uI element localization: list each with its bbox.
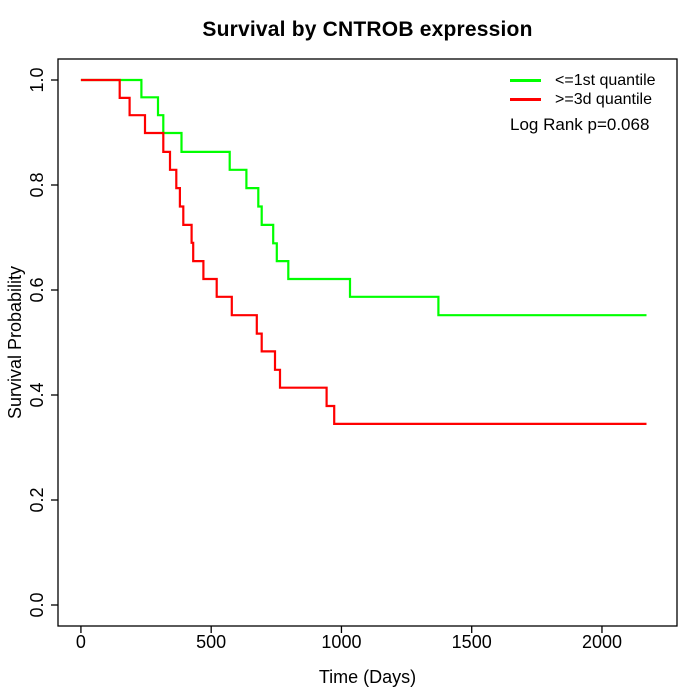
km-curve-low-expression [80,78,647,317]
km-curve-high-expression [80,78,647,425]
x-axis-tick-label: 0 [76,632,86,652]
legend-label-third-quantile: >=3d quantile [555,90,652,108]
y-axis-tick-label: 0.0 [27,592,47,617]
legend: <=1st quantile >=3d quantile [510,71,656,109]
x-axis-tick-label: 500 [196,632,226,652]
x-axis-tick-label: 2000 [582,632,622,652]
x-axis-tick-label: 1000 [321,632,361,652]
y-axis-tick-label: 0.4 [27,382,47,407]
y-axis-title: Survival Probability [5,266,25,419]
y-axis-tick-label: 0.8 [27,172,47,197]
y-axis-tick-label: 0.6 [27,277,47,302]
x-axis-tick-label: 1500 [452,632,492,652]
x-axis-title: Time (Days) [319,667,416,687]
y-axis-tick-label: 0.2 [27,487,47,512]
legend-label-first-quantile: <=1st quantile [555,71,656,89]
legend-row-third-quantile: >=3d quantile [510,90,656,109]
legend-line-red-icon [510,98,541,101]
log-rank-pvalue: Log Rank p=0.068 [510,115,650,134]
plot-border [57,58,678,627]
y-axis-tick-label: 1.0 [27,67,47,92]
chart-title: Survival by CNTROB expression [202,18,533,41]
legend-line-green-icon [510,79,541,82]
legend-row-first-quantile: <=1st quantile [510,71,656,90]
